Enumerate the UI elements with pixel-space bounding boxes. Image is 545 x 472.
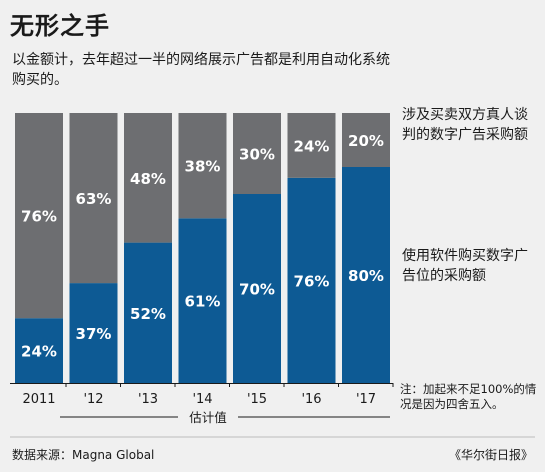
- legend-programmatic: 使用软件购买数字广告位的采购额: [402, 248, 528, 284]
- x-tick-label: '15: [247, 392, 267, 407]
- bar-programmatic: [287, 177, 336, 383]
- bar-programmatic: [69, 283, 118, 383]
- data-label-programmatic: 70%: [239, 281, 275, 299]
- bar-programmatic: [178, 218, 227, 383]
- bar-human: [15, 113, 63, 319]
- bar-human: [287, 113, 336, 178]
- chart-title: 无形之手: [10, 12, 110, 40]
- data-label-human: 63%: [76, 190, 112, 208]
- bar-human: [178, 113, 227, 219]
- data-label-programmatic: 80%: [348, 267, 384, 285]
- data-label-human: 24%: [294, 137, 330, 155]
- bar-programmatic: [342, 167, 390, 383]
- data-label-human: 76%: [21, 208, 57, 226]
- data-label-human: 38%: [185, 158, 221, 176]
- chart-subtitle: 以金额计，去年超过一半的网络展示广告都是利用自动化系统购买的。: [12, 52, 390, 88]
- data-label-programmatic: 52%: [130, 305, 166, 323]
- bar-programmatic: [233, 194, 281, 383]
- data-label-human: 30%: [239, 146, 275, 164]
- publisher-credit: 《华尔街日报》: [448, 448, 533, 462]
- data-label-human: 20%: [348, 132, 384, 150]
- x-tick-label: '17: [356, 392, 376, 407]
- data-label-programmatic: 61%: [185, 293, 221, 311]
- bar-human: [233, 113, 281, 194]
- footnote: 注：加起来不足100%的情况是因为四舍五入。: [400, 382, 537, 411]
- data-label-programmatic: 37%: [76, 325, 112, 343]
- x-tick-label: '16: [301, 392, 321, 407]
- x-tick-label: '13: [138, 392, 158, 407]
- bar-programmatic: [15, 318, 63, 383]
- x-tick-label: '12: [83, 392, 103, 407]
- x-tick-label: '14: [192, 392, 212, 407]
- bar-human: [342, 113, 390, 167]
- bar-human: [124, 113, 172, 243]
- data-label-programmatic: 76%: [294, 272, 330, 290]
- bar-programmatic: [124, 242, 172, 383]
- x-tick-label: 2011: [22, 392, 55, 407]
- estimate-label: 估计值: [189, 410, 227, 425]
- source-note: 数据来源：Magna Global: [12, 448, 155, 462]
- legend-human-negotiated: 涉及买卖双方真人谈判的数字广告采购额: [402, 107, 528, 143]
- data-label-human: 48%: [130, 170, 166, 188]
- data-label-programmatic: 24%: [21, 343, 57, 361]
- bar-human: [69, 113, 118, 284]
